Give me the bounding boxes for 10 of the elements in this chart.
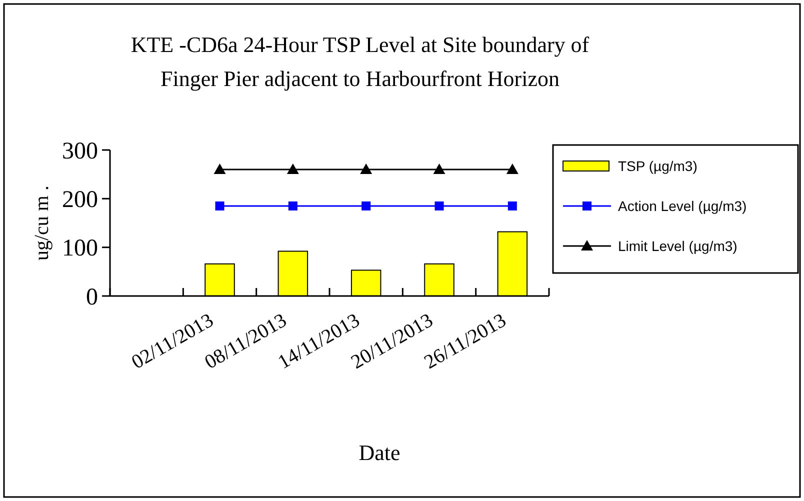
legend-label: Action Level (µg/m3) (618, 198, 747, 214)
y-axis-title: ug/cu m . (31, 186, 53, 260)
legend-label: TSP (µg/m3) (618, 158, 698, 174)
y-tick-label: 300 (62, 138, 98, 164)
chart-title: KTE -CD6a 24-Hour TSP Level at Site boundary of Finger Pier adjacent to Harbourfront Horizon (130, 32, 590, 91)
y-tick-label: 200 (62, 187, 98, 214)
y-tick-label: 0 (86, 284, 98, 310)
y-tick-label: 100 (62, 236, 98, 262)
x-axis-title: Date (358, 440, 400, 465)
legend-label: Limit Level (µg/m3) (618, 238, 738, 254)
